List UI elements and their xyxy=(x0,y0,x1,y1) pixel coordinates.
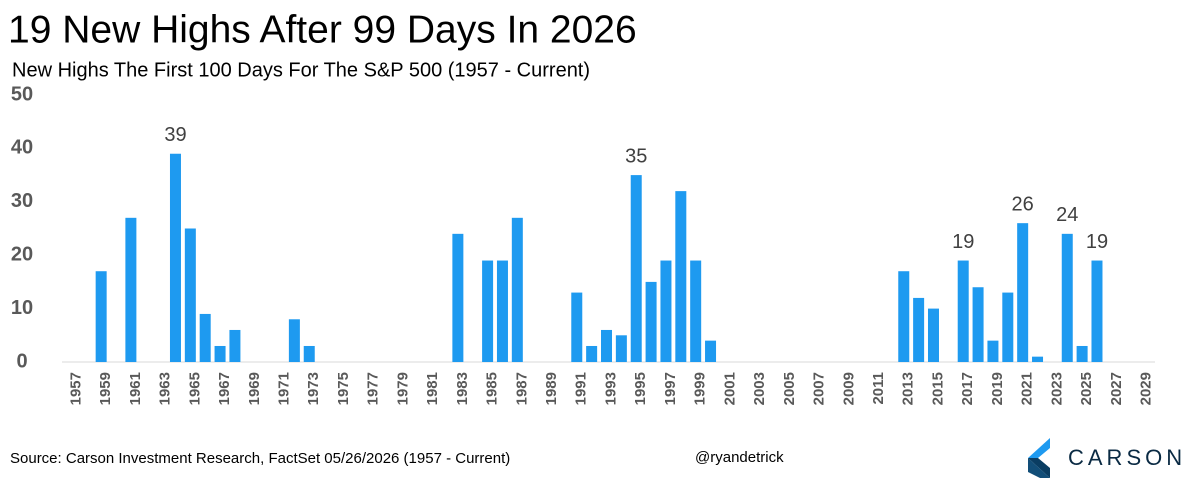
x-tick-label: 1967 xyxy=(216,372,233,405)
bar xyxy=(927,308,939,362)
bar xyxy=(1017,223,1029,362)
bar xyxy=(1032,356,1044,362)
x-tick-label: 1963 xyxy=(157,372,174,405)
bar xyxy=(511,217,523,362)
bar xyxy=(288,319,300,362)
x-tick-label: 1969 xyxy=(246,372,263,405)
chart-title: 19 New Highs After 99 Days In 2026 xyxy=(8,8,637,51)
bar xyxy=(95,271,107,362)
x-tick-label: 1989 xyxy=(543,372,560,405)
x-tick-label: 2025 xyxy=(1078,372,1095,405)
bar xyxy=(1002,292,1014,362)
x-tick-label: 2023 xyxy=(1048,372,1065,405)
bar xyxy=(957,260,969,362)
data-label: 19 xyxy=(1086,231,1108,253)
bar xyxy=(482,260,494,362)
y-tick-label: 40 xyxy=(11,137,33,159)
x-tick-label: 1995 xyxy=(632,372,649,405)
chart-subtitle: New Highs The First 100 Days For The S&P… xyxy=(12,59,590,81)
x-tick-label: 1959 xyxy=(97,372,114,405)
x-tick-label: 2015 xyxy=(929,372,946,405)
x-tick-label: 1971 xyxy=(275,372,292,405)
x-tick-label: 2005 xyxy=(781,372,798,405)
source-note: Source: Carson Investment Research, Fact… xyxy=(10,450,510,467)
bar xyxy=(199,313,211,362)
bar xyxy=(125,217,137,362)
x-tick-label: 1981 xyxy=(424,372,441,405)
x-tick-label: 2019 xyxy=(989,372,1006,405)
y-tick-label: 50 xyxy=(11,83,33,105)
x-tick-label: 2007 xyxy=(811,372,828,405)
bar xyxy=(630,175,642,362)
x-tick-label: 1993 xyxy=(602,372,619,405)
bar xyxy=(690,260,702,362)
y-tick-label: 30 xyxy=(11,190,33,212)
logo-text: CARSON xyxy=(1068,445,1186,470)
x-tick-label: 1999 xyxy=(692,372,709,405)
bar xyxy=(1091,260,1103,362)
x-tick-label: 2029 xyxy=(1138,372,1155,405)
bar xyxy=(972,287,984,362)
x-tick-label: 2021 xyxy=(1019,372,1036,405)
y-tick-label: 10 xyxy=(11,297,33,319)
bar xyxy=(303,345,315,362)
bar xyxy=(615,335,627,362)
x-tick-label: 2003 xyxy=(751,372,768,405)
x-tick-label: 1979 xyxy=(394,372,411,405)
bar xyxy=(660,260,672,362)
bar xyxy=(1061,233,1073,362)
bar xyxy=(229,329,241,362)
x-tick-label: 1975 xyxy=(335,372,352,405)
x-tick-label: 2013 xyxy=(900,372,917,405)
bar xyxy=(645,281,657,362)
x-tick-label: 1983 xyxy=(454,372,471,405)
bar xyxy=(496,260,508,362)
bar xyxy=(705,340,717,362)
data-label: 19 xyxy=(952,231,974,253)
data-label: 35 xyxy=(625,145,647,167)
y-tick-label: 0 xyxy=(16,350,27,372)
data-label: 24 xyxy=(1056,204,1078,226)
x-tick-label: 1965 xyxy=(186,372,203,405)
bar xyxy=(987,340,999,362)
x-tick-label: 2009 xyxy=(840,372,857,405)
data-label: 39 xyxy=(164,124,186,146)
bar xyxy=(675,191,687,362)
x-tick-label: 1957 xyxy=(67,372,84,405)
x-tick-label: 1961 xyxy=(127,372,144,405)
credit: @ryandetrick xyxy=(695,449,784,466)
logo-shape xyxy=(1028,458,1050,478)
x-tick-label: 1973 xyxy=(305,372,322,405)
x-tick-label: 1977 xyxy=(365,372,382,405)
x-tick-label: 2011 xyxy=(870,372,887,405)
logo-shape xyxy=(1028,438,1050,458)
bar xyxy=(571,292,583,362)
x-tick-label: 1987 xyxy=(513,372,530,405)
x-tick-label: 1997 xyxy=(662,372,679,405)
bar xyxy=(586,345,598,362)
x-tick-label: 2017 xyxy=(959,372,976,405)
x-tick-label: 1991 xyxy=(573,372,590,405)
plot: 0 10 20 30 40 50 1957 1959 1961 1963 39 1965 1967 196… xyxy=(11,83,1155,405)
bar xyxy=(184,228,196,362)
bar xyxy=(913,297,925,362)
y-tick-label: 20 xyxy=(11,243,33,265)
bar xyxy=(169,153,181,362)
x-tick-label: 2027 xyxy=(1108,372,1125,405)
bar xyxy=(601,329,612,362)
x-tick-label: 2001 xyxy=(721,372,738,405)
data-label: 26 xyxy=(1012,193,1034,215)
logo-icon xyxy=(1028,438,1050,478)
x-tick-label: 1985 xyxy=(484,372,501,405)
bar xyxy=(214,345,226,362)
bar xyxy=(898,271,910,362)
bar xyxy=(452,233,464,362)
bar xyxy=(1076,345,1088,362)
